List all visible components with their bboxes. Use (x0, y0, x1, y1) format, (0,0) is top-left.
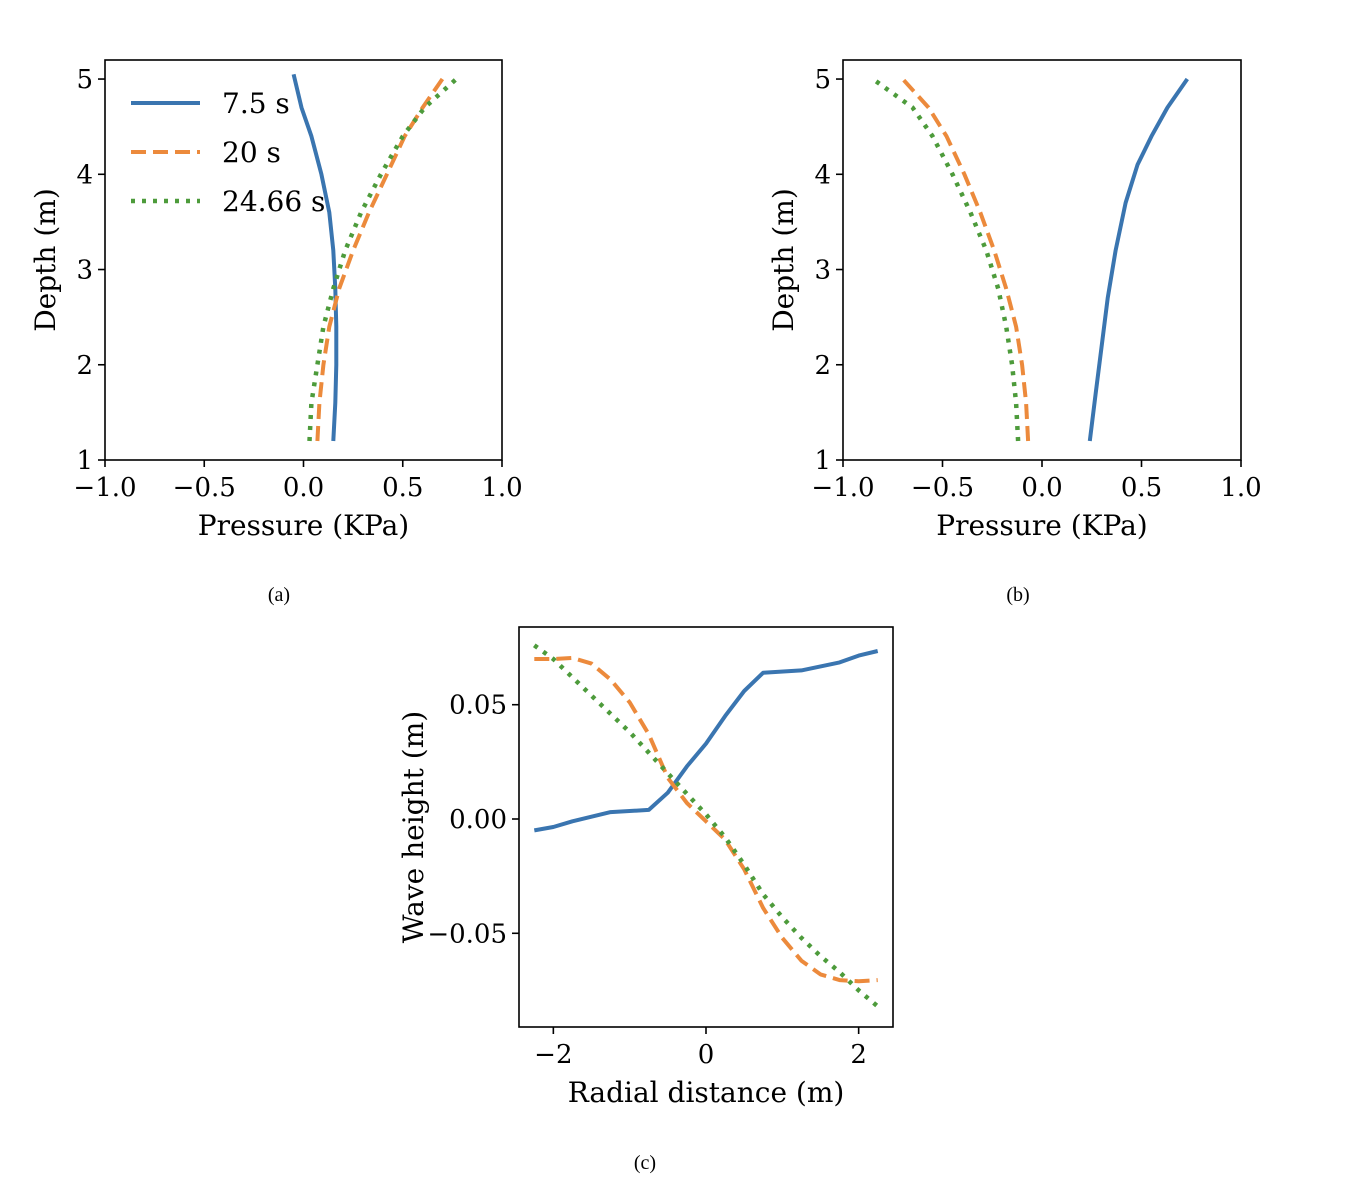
series-line-b-1 (1087, 77, 1189, 442)
x-tick-label-c: 2 (850, 1040, 867, 1070)
plot-frame-a (104, 59, 503, 461)
x-tick-label-c: 0 (698, 1040, 715, 1070)
series-line-c-3 (532, 643, 880, 1009)
series-line-b-3 (871, 77, 1021, 442)
x-tick-label-a: −0.5 (173, 473, 236, 503)
y-axis-label-b: Depth (m) (767, 188, 800, 332)
y-tick-label-b: 4 (814, 160, 831, 190)
x-tick-label-a: 0.0 (283, 473, 324, 503)
series-line-a-3 (307, 77, 458, 442)
series-line-b-2 (901, 77, 1031, 442)
caption-c: (c) (634, 1152, 656, 1174)
x-axis-label-c: Radial distance (m) (568, 1076, 845, 1109)
x-tick-label-a: −1.0 (73, 473, 136, 503)
series-line-a-2 (315, 77, 445, 442)
y-tick-label-b: 5 (814, 65, 831, 95)
legend: 7.5 s 20 s 24.66 s (131, 87, 325, 218)
legend-label: 24.66 s (222, 185, 325, 218)
x-tick-label-a: 0.5 (382, 473, 423, 503)
y-tick-label-a: 1 (76, 446, 93, 476)
series-line-c-1 (533, 649, 879, 833)
legend-label: 7.5 s (222, 87, 290, 120)
y-tick-label-a: 5 (76, 65, 93, 95)
y-tick-label-b: 3 (814, 256, 831, 286)
y-tick-label-c: −0.05 (427, 919, 507, 949)
x-axis-label-a: Pressure (KPa) (198, 509, 409, 542)
y-tick-label-c: 0.05 (449, 691, 507, 721)
caption-a: (a) (268, 584, 290, 606)
panel-a: −1.0 −0.5 0.0 0.5 1.0 1 2 3 4 5 Pressure (KPa) Dept… (29, 59, 523, 542)
x-tick-label-a: 1.0 (481, 473, 522, 503)
x-tick-label-b: −0.5 (911, 473, 974, 503)
x-tick-label-c: −2 (534, 1040, 572, 1070)
y-tick-label-b: 1 (814, 446, 831, 476)
y-tick-label-a: 2 (76, 351, 93, 381)
y-tick-label-c: 0.00 (449, 805, 507, 835)
legend-label: 20 s (222, 136, 281, 169)
panel-b: −1.0 −0.5 0.0 0.5 1.0 1 2 3 4 5 Pressure (KPa) Dept… (767, 59, 1262, 542)
x-axis-label-b: Pressure (KPa) (936, 509, 1147, 542)
y-axis-label-c: Wave height (m) (397, 711, 430, 943)
panel-c: −2 0 2 0.05 0.00 −0.05 Radial distance (m) Wave… (397, 626, 894, 1109)
x-tick-label-b: −1.0 (811, 473, 874, 503)
y-tick-label-a: 4 (76, 160, 93, 190)
y-tick-label-b: 2 (814, 351, 831, 381)
x-tick-label-b: 0.5 (1121, 473, 1162, 503)
plot-frame-b (842, 59, 1242, 461)
x-tick-label-b: 1.0 (1220, 473, 1261, 503)
y-axis-label-a: Depth (m) (29, 188, 62, 332)
x-tick-label-b: 0.0 (1021, 473, 1062, 503)
series-line-c-2 (534, 655, 878, 984)
series-line-a-1 (291, 73, 339, 442)
caption-b: (b) (1006, 584, 1029, 606)
y-tick-label-a: 3 (76, 256, 93, 286)
